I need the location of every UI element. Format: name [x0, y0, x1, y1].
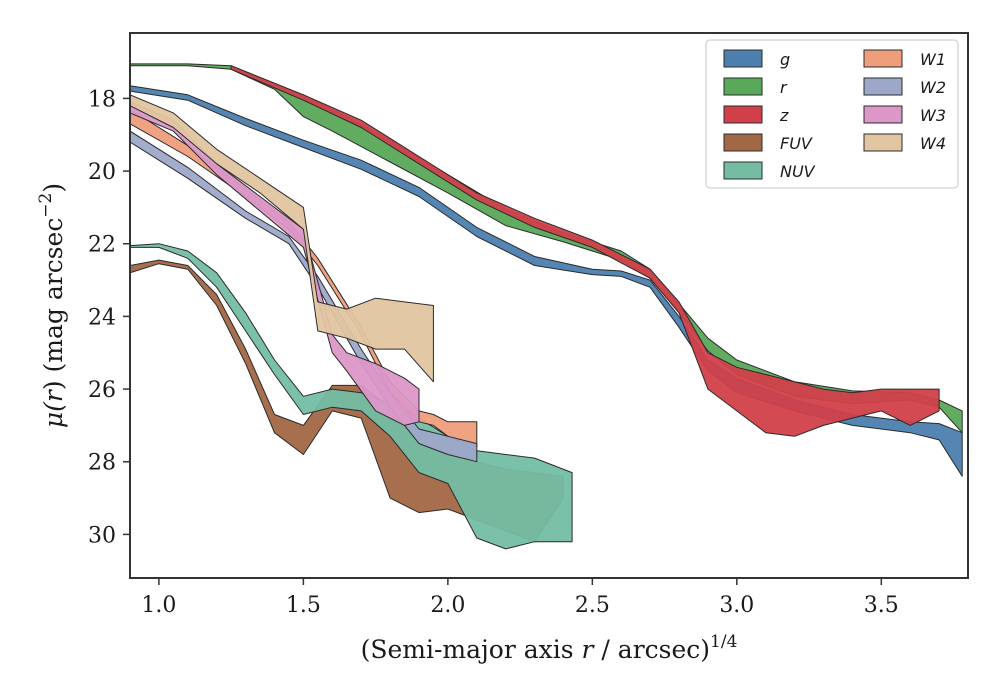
- legend-swatch-z: [723, 105, 763, 124]
- legend-label-w1: W1: [920, 50, 946, 69]
- y-tick-label: 20: [88, 160, 116, 185]
- legend-label-g: g: [780, 50, 790, 69]
- legend-label-w4: W4: [920, 134, 946, 153]
- legend-swatch-w4: [863, 133, 903, 152]
- y-tick-label: 22: [88, 233, 116, 258]
- legend-label-r: r: [780, 78, 788, 97]
- series-band-w4: [130, 94, 434, 383]
- y-tick-label: 18: [88, 87, 116, 112]
- y-tick-label: 26: [88, 378, 116, 403]
- series-band-w2: [130, 130, 478, 463]
- plot-frame: [129, 32, 969, 579]
- y-tick-label: 28: [88, 451, 116, 476]
- series-band-w3: [130, 101, 420, 426]
- series-band-nuv: [130, 243, 573, 550]
- legend-label-w3: W3: [920, 106, 946, 125]
- x-tick-label: 3.0: [719, 593, 754, 618]
- x-tick-label: 1.0: [141, 593, 176, 618]
- x-axis-label: (Semi-major axis r / arcsec)1/4: [361, 632, 738, 664]
- legend-swatch-w1: [863, 49, 903, 68]
- legend-swatch-w2: [863, 77, 903, 96]
- y-tick-label: 30: [88, 523, 116, 548]
- x-tick-label: 3.5: [864, 593, 899, 618]
- series-layer: [130, 63, 963, 550]
- legend-label-w2: W2: [920, 78, 946, 97]
- legend-label-nuv: NUV: [780, 162, 816, 181]
- x-tick-label: 2.0: [430, 593, 465, 618]
- legend: grz FUV NUV W1 W2 W3 W4: [705, 39, 959, 189]
- x-tick-label: 1.5: [286, 593, 321, 618]
- legend-swatch-w3: [863, 105, 903, 124]
- legend-swatch-g: [723, 49, 763, 68]
- series-band-z: [230, 65, 940, 437]
- legend-swatch-r: [723, 77, 763, 96]
- y-axis-label: μ(r) (mag arcsec−2): [36, 183, 68, 428]
- x-ticks: 1.0 1.5 2.0 2.5 3.0 3.5: [141, 578, 899, 618]
- legend-swatch-fuv: [723, 133, 763, 152]
- y-tick-label: 24: [88, 305, 116, 330]
- legend-swatch-nuv: [723, 161, 763, 180]
- y-ticks: 18 20 22 24 26 28 30: [88, 87, 130, 548]
- series-band-g: [130, 85, 963, 477]
- legend-label-fuv: FUV: [780, 134, 813, 153]
- x-tick-label: 2.5: [575, 593, 610, 618]
- legend-label-z: z: [779, 106, 789, 125]
